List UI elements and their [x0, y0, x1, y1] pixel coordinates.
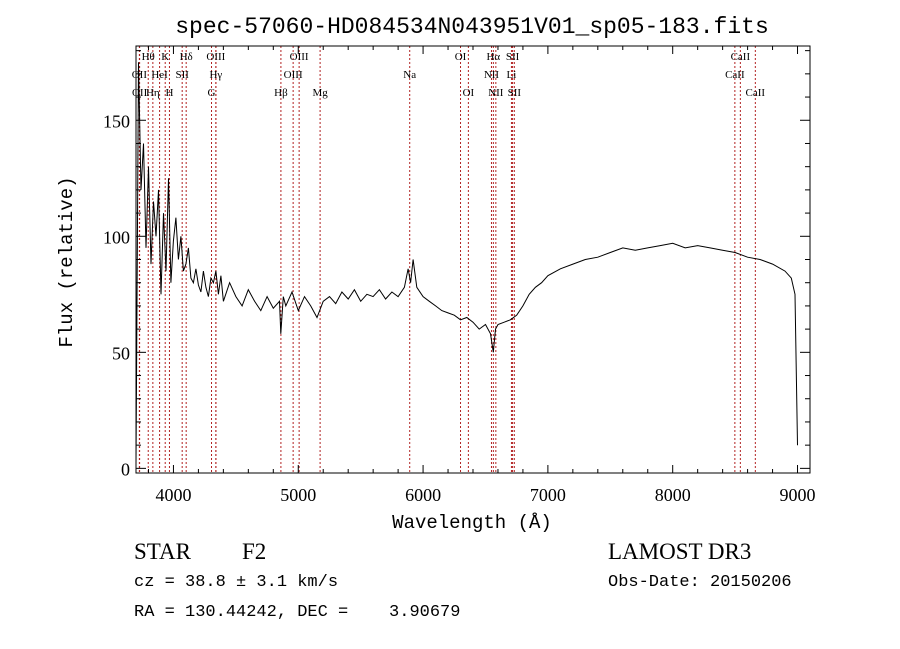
line-label-1: OII — [132, 69, 148, 81]
spectrum-line — [135, 62, 798, 464]
y-tick-label-3: 150 — [103, 111, 130, 131]
line-label-26: CaII — [731, 51, 751, 63]
y-tick-label-0: 0 — [121, 459, 130, 479]
plot-frame — [135, 45, 811, 474]
object-class: STAR — [134, 539, 191, 564]
x-axis: 4000 5000 6000 7000 8000 9000 — [147, 46, 816, 505]
line-label-12: Hβ — [274, 87, 288, 99]
coordinates: RA = 130.44242, DEC = 3.90679 — [134, 603, 461, 622]
line-label-25: CaII — [725, 69, 745, 81]
line-label-19: NII — [484, 69, 500, 81]
line-label-20: Hα — [486, 51, 500, 63]
y-axis: 0 50 100 150 — [103, 50, 810, 479]
line-label-9: G — [208, 87, 216, 99]
observation-date: Obs-Date: 20150206 — [608, 573, 792, 592]
line-label-15: Mg — [312, 87, 328, 99]
x-tick-label-5: 9000 — [780, 485, 816, 505]
line-label-14: OIII — [290, 51, 309, 63]
line-label-17: OI — [455, 51, 467, 63]
line-label-8: Hδ — [180, 51, 193, 63]
x-axis-label: Wavelength (Å) — [392, 512, 552, 534]
x-tick-label-3: 7000 — [530, 485, 566, 505]
object-subclass: F2 — [242, 539, 267, 564]
x-tick-label-2: 6000 — [405, 485, 441, 505]
line-label-16: Na — [403, 69, 416, 81]
line-label-4: HeI — [151, 69, 168, 81]
line-label-7: SII — [175, 69, 189, 81]
line-label-11: Hγ — [209, 69, 222, 81]
line-label-18: OI — [463, 87, 475, 99]
line-label-24: SII — [508, 87, 522, 99]
emission-line-markers — [138, 46, 756, 473]
survey-name: LAMOST DR3 — [608, 539, 752, 564]
line-label-21: NII — [488, 87, 504, 99]
line-label-23: SII — [506, 51, 520, 63]
line-label-10: OIII — [206, 51, 225, 63]
chart-title: spec-57060-HD084534N043951V01_sp05-183.f… — [175, 14, 769, 40]
emission-line-labels: HθOIIOIIHηHeIKHSIIHδGOIIIHγHβOIIIOIIIMgN… — [132, 51, 766, 99]
line-label-22: Li — [507, 69, 517, 81]
line-label-0: Hθ — [142, 51, 155, 63]
x-tick-label-0: 4000 — [155, 485, 191, 505]
y-tick-label-2: 100 — [103, 227, 130, 247]
x-tick-label-1: 5000 — [280, 485, 316, 505]
line-label-6: H — [165, 87, 173, 99]
y-tick-label-1: 50 — [112, 343, 130, 363]
line-label-13: OIII — [284, 69, 303, 81]
y-axis-label: Flux (relative) — [56, 176, 78, 347]
line-label-27: CaII — [746, 87, 766, 99]
x-tick-label-4: 8000 — [655, 485, 691, 505]
line-label-5: K — [161, 51, 169, 63]
line-label-3: Hη — [146, 87, 160, 99]
redshift-readout: cz = 38.8 ± 3.1 km/s — [134, 573, 339, 592]
